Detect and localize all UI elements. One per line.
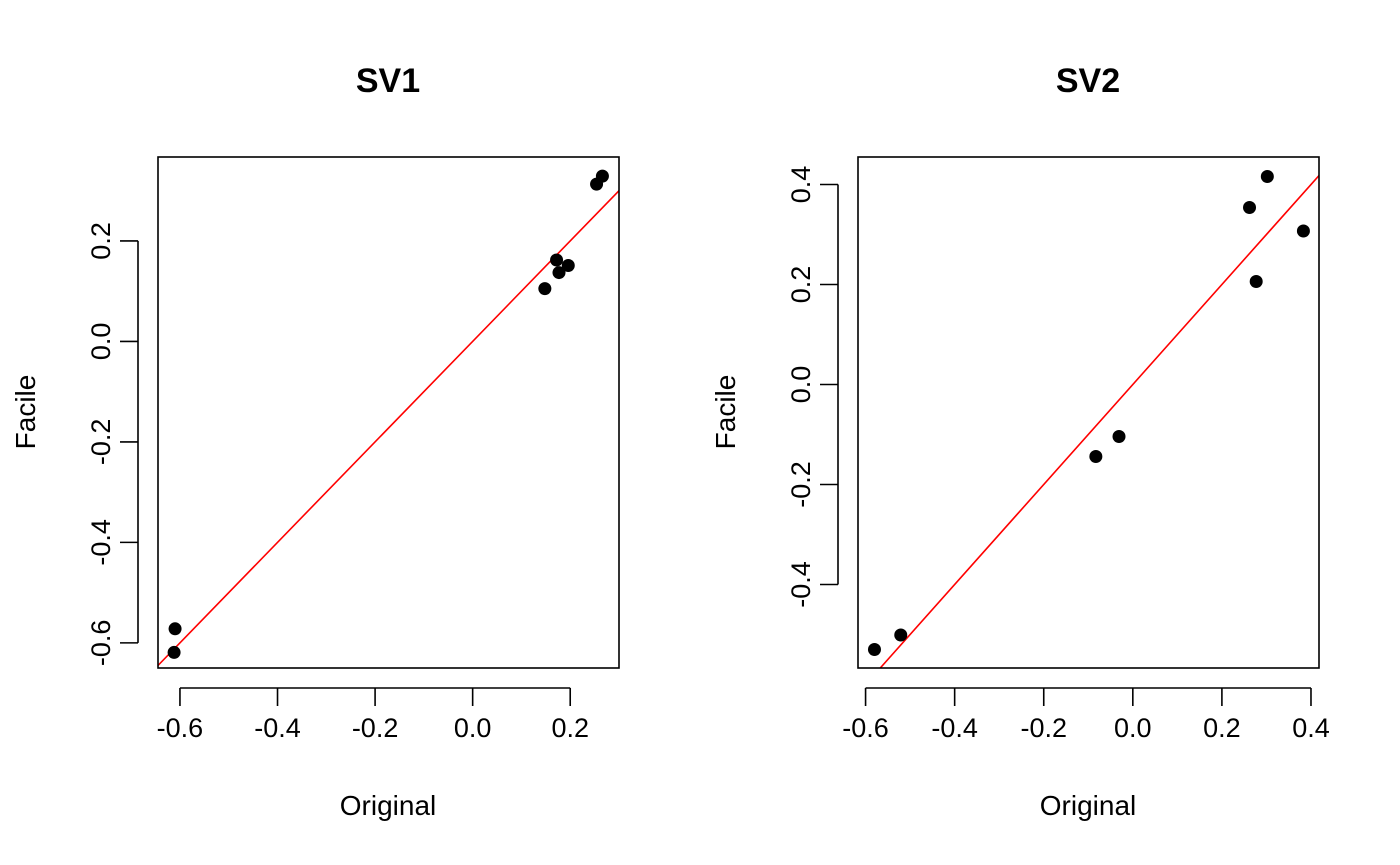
chart-title: SV1 [356,62,420,100]
x-tick-label: -0.4 [931,713,978,743]
x-axis-label: Original [1040,790,1136,821]
data-point [1089,450,1103,463]
chart-panel-sv1: SV1 Original Facile -0.6 -0.4 -0.2 0.0 0.2-0… [10,62,620,821]
reference-line [158,190,619,667]
x-tick-label: -0.2 [352,713,399,743]
y-tick-label: 0.4 [786,166,816,204]
data-point [538,282,552,296]
x-tick-label: -0.6 [842,713,889,743]
data-point [550,253,564,267]
x-tick-label: 0.2 [1203,713,1241,743]
data-point [1112,430,1126,443]
data-point [1249,275,1263,288]
data-point [561,259,575,273]
chart-panel-sv2: SV2 Original Facile -0.6 -0.4 -0.2 0.0 0.2 0.… [710,62,1330,821]
data-point [1243,201,1257,214]
x-tick-label: -0.6 [157,713,204,743]
plot-frame [857,156,1320,669]
x-tick-label: 0.0 [454,713,492,743]
data-point [595,169,609,183]
chart-title: SV2 [1056,62,1120,100]
y-tick-label: 0.0 [86,323,116,361]
y-tick-label: -0.2 [86,419,116,466]
x-tick-label: 0.4 [1292,713,1330,743]
x-axis-label: Original [340,790,436,821]
data-point [167,645,181,659]
y-tick-label: 0.2 [786,266,816,304]
reference-line [879,174,1319,668]
data-point [168,622,182,636]
y-axis-label: Facile [10,375,41,450]
y-tick-label: 0.2 [86,222,116,260]
y-tick-label: 0.0 [786,366,816,404]
y-axis-label: Facile [710,375,741,450]
x-tick-label: 0.0 [1114,713,1152,743]
x-tick-label: 0.2 [551,713,589,743]
data-point [867,643,881,656]
x-tick-label: -0.4 [254,713,301,743]
data-point [1260,170,1274,183]
y-tick-label: -0.4 [86,519,116,566]
y-tick-label: -0.2 [786,461,816,508]
data-point [1296,224,1310,238]
data-point [894,628,908,642]
y-tick-label: -0.4 [786,561,816,608]
y-tick-label: -0.6 [86,620,116,667]
plot-marks: -0.6 -0.4 -0.2 0.0 0.2 0.4 -0.4 -0.2 0.0 0.2 0.4 [786,156,1330,743]
plot-frame [157,156,620,669]
x-tick-label: -0.2 [1020,713,1067,743]
plot-marks: -0.6 -0.4 -0.2 0.0 0.2 -0.6 -0.4 -0.2 0.0 0.2 [86,156,620,743]
data-point [552,266,566,280]
